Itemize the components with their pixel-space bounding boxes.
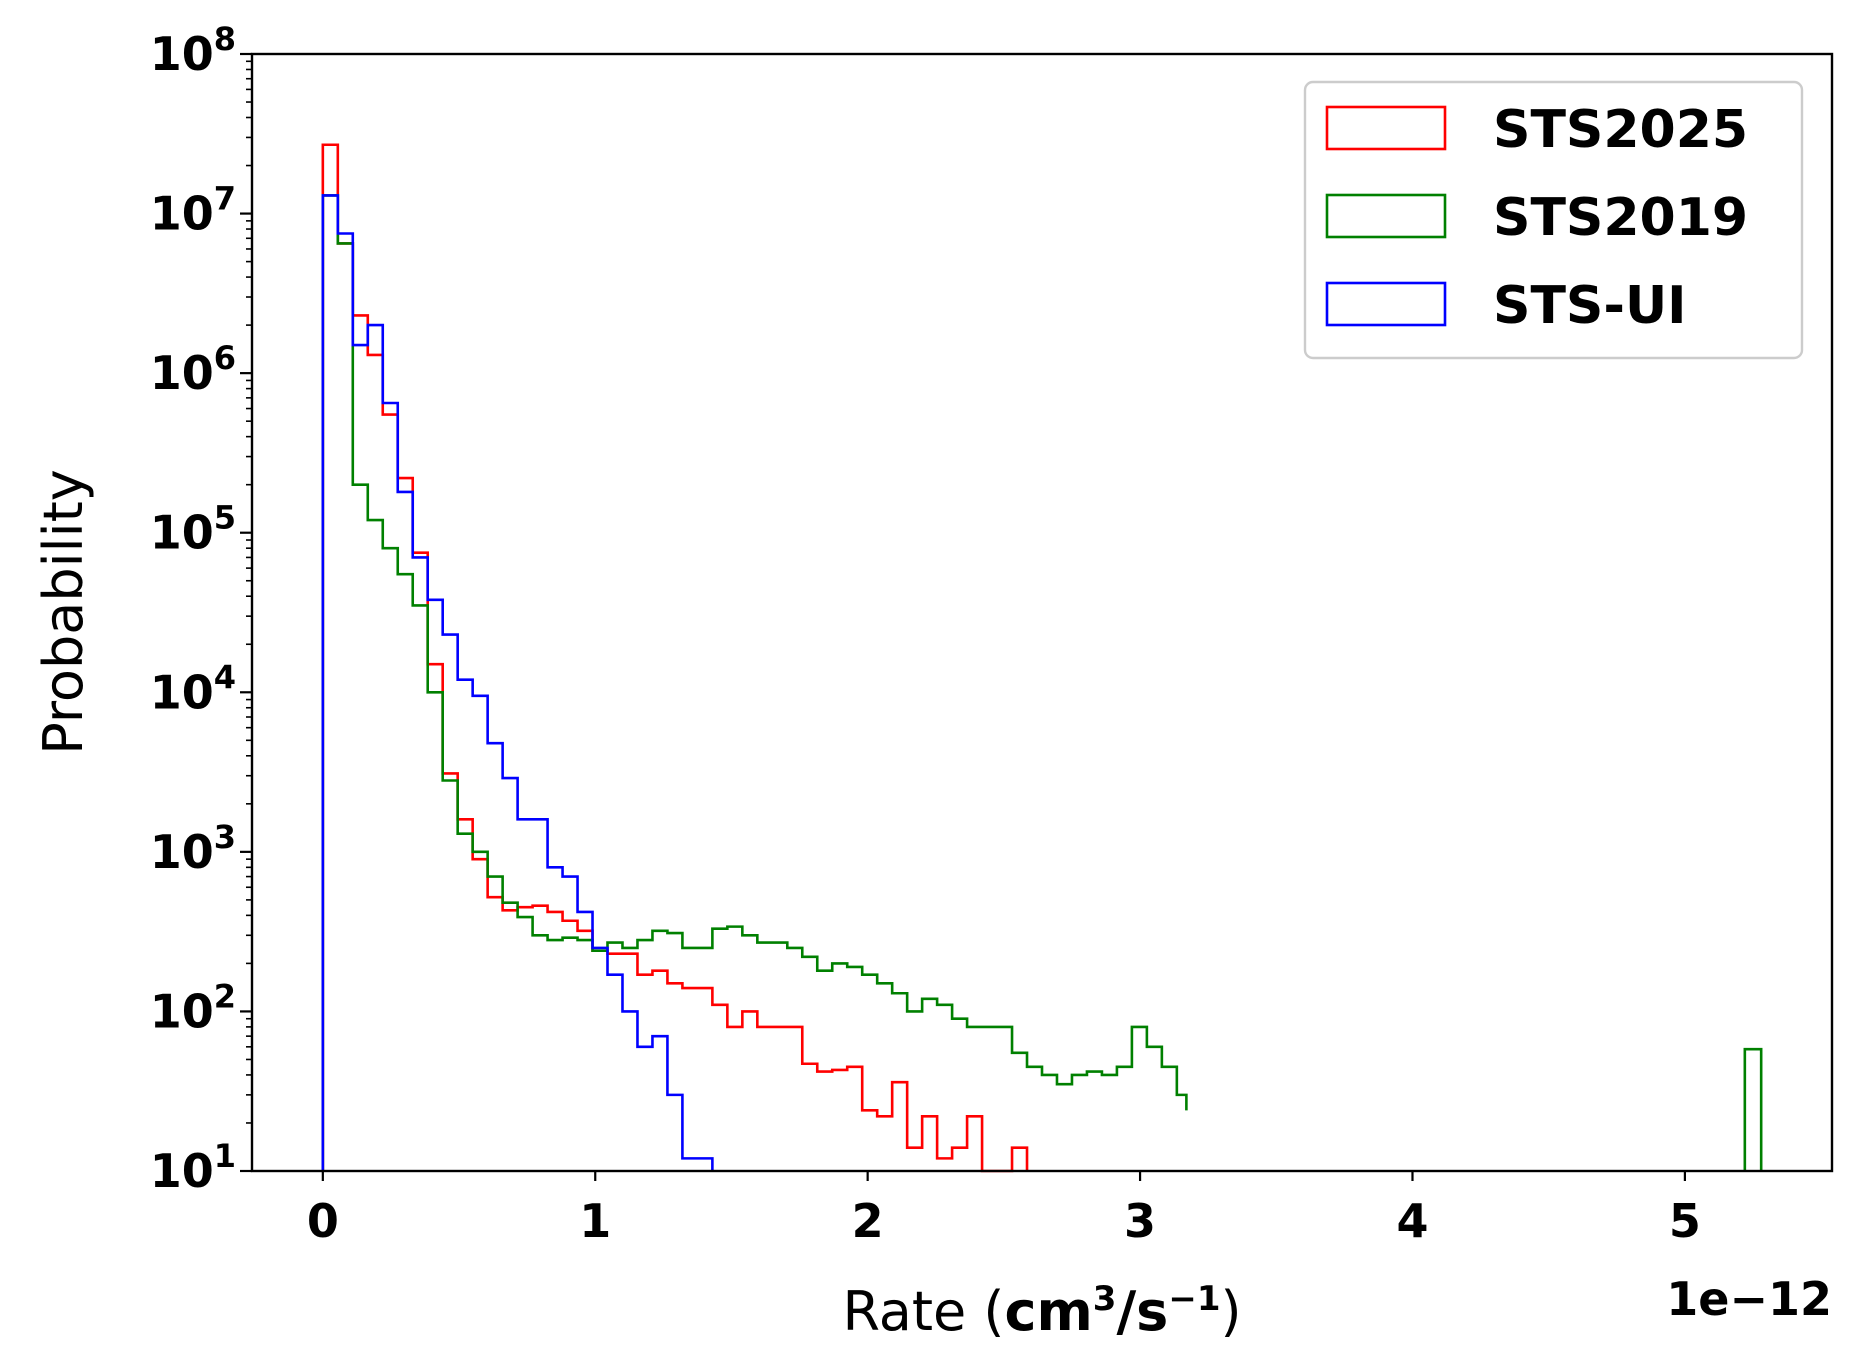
y-tick-base: 10 [150,187,214,241]
x-axis-title-sup2: −1 [1168,1279,1220,1319]
x-tick-label: 3 [1124,1194,1156,1248]
x-tick-label: 1 [579,1194,611,1248]
y-tick-label: 101 [150,1137,236,1198]
y-tick-label: 106 [150,339,236,400]
legend-swatch-sts-ui [1325,281,1447,327]
y-tick-label: 103 [150,818,236,879]
legend-frame [1303,80,1804,360]
x-tick-label: 0 [307,1194,339,1248]
x-tick-label: 5 [1669,1194,1701,1248]
y-tick-exponent: 8 [214,20,236,58]
plot-frame [250,52,1834,1173]
y-tick-label: 104 [150,658,236,719]
y-tick-label: 102 [150,977,236,1038]
y-tick-base: 10 [150,665,214,719]
y-tick-base: 10 [150,346,214,400]
x-axis-title-suffix: ) [1220,1280,1241,1343]
x-tick-label: 4 [1396,1194,1428,1248]
legend: STS2025 STS2019 STS-UI [1303,80,1804,360]
y-tick-exponent: 6 [214,339,236,377]
y-tick-base: 10 [150,506,214,560]
series-layer [321,143,1763,1173]
legend-swatch-sts2019 [1325,193,1447,239]
y-tick-exponent: 5 [214,499,236,537]
x-axis-title: Rate (cm3/s−1) [842,1279,1241,1343]
x-axis-title-sup1: 3 [1093,1279,1117,1319]
series-sts2019-line [321,194,1188,1171]
y-tick-base: 10 [150,825,214,879]
y-tick-base: 10 [150,1144,214,1198]
series-sts-ui-line [321,194,714,1171]
x-tick-label: 2 [852,1194,884,1248]
x-axis-title-base: cm [1005,1280,1093,1343]
y-tick-exponent: 7 [214,180,236,218]
y-tick-exponent: 1 [214,1137,236,1175]
y-tick-exponent: 4 [214,658,236,696]
x-axis-title-prefix: Rate ( [842,1280,1004,1343]
legend-swatch-sts2025 [1325,105,1447,151]
x-offset-label: 1e−12 [1666,1272,1832,1326]
y-tick-label: 105 [150,499,236,560]
y-tick-exponent: 3 [214,818,236,856]
y-tick-base: 10 [150,984,214,1038]
legend-label-sts2025: STS2025 [1493,100,1748,160]
series-sts2019-outlier-bin [1743,1047,1763,1171]
y-tick-exponent: 2 [214,977,236,1015]
y-tick-label: 107 [150,180,236,241]
y-axis-title: Probability [32,469,95,754]
x-axis-title-mid: /s [1116,1280,1168,1343]
legend-label-sts2019: STS2019 [1493,188,1748,248]
legend-label-sts-ui: STS-UI [1493,276,1687,336]
y-tick-base: 10 [150,27,214,81]
y-tick-label: 108 [150,20,236,81]
